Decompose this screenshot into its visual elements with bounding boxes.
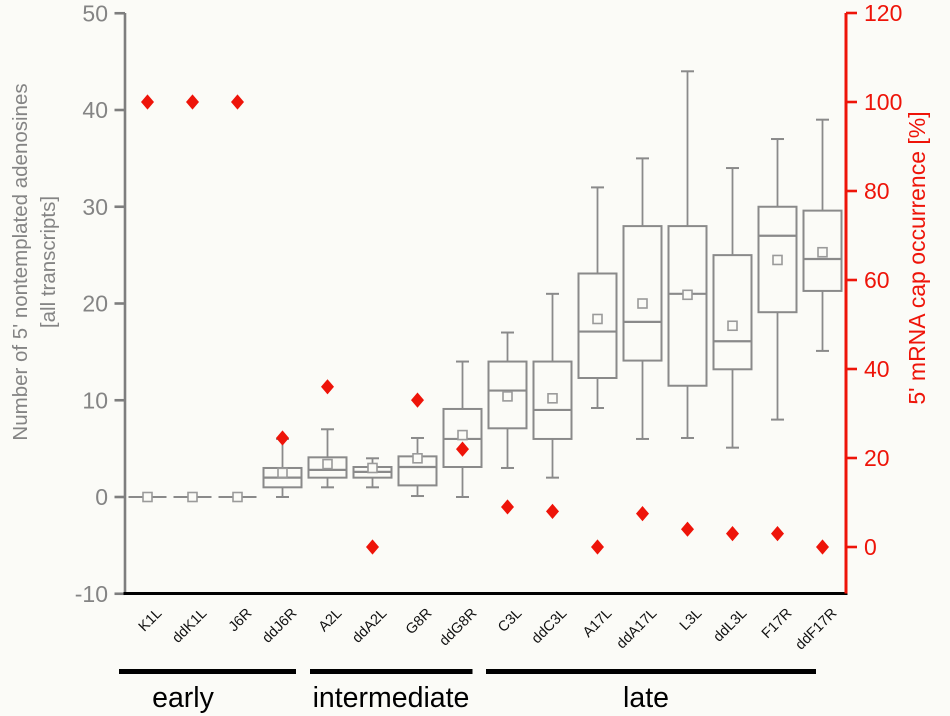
box-A2L <box>307 428 348 489</box>
group-label-early: early <box>152 682 215 714</box>
cap-marker-G8R <box>411 392 424 408</box>
right-tick-label: 40 <box>864 356 890 382</box>
right-tick-label: 120 <box>864 0 902 26</box>
left-tick-label: 10 <box>82 387 108 413</box>
left-tick-label: 40 <box>82 97 108 123</box>
box-ddK1L <box>173 491 212 503</box>
mean-marker <box>592 313 603 325</box>
box-K1L <box>128 491 167 503</box>
cap-marker-ddJ6R <box>276 430 289 446</box>
mean-marker <box>367 462 378 474</box>
box-L3L <box>667 70 708 439</box>
left-axis-title-line1: Number of 5' nontemplated adenosines <box>9 83 32 440</box>
left-axis-title-line2: [all transcripts] <box>37 196 60 328</box>
box-F17R <box>757 138 798 421</box>
box-ddL3L <box>712 167 753 449</box>
iqr-box <box>667 225 708 387</box>
left-tick-label: 20 <box>82 291 108 317</box>
mean-marker <box>502 391 513 402</box>
box-ddA17L <box>622 157 663 440</box>
mean-marker <box>142 491 153 503</box>
mean-marker <box>412 452 423 464</box>
box-A17L <box>577 186 618 409</box>
left-tick-label: 50 <box>82 0 108 26</box>
cap-marker-A17L <box>591 539 604 555</box>
box-ddG8R <box>442 360 483 498</box>
box-G8R <box>397 436 438 498</box>
iqr-box <box>622 225 663 362</box>
group-label-late: late <box>623 682 669 714</box>
mean-marker <box>187 491 198 503</box>
cap-marker-ddC3L <box>546 503 559 519</box>
cap-marker-ddF17R <box>816 539 829 555</box>
cap-marker-K1L <box>141 94 154 110</box>
right-tick-label: 60 <box>864 267 890 293</box>
cap-marker-ddK1L <box>186 94 199 110</box>
mean-marker <box>322 458 333 470</box>
cap-marker-ddL3L <box>726 526 739 542</box>
mean-marker <box>727 320 738 332</box>
mean-marker <box>277 467 288 479</box>
box-ddC3L <box>532 292 573 479</box>
left-tick-label: 30 <box>82 194 108 220</box>
box-J6R <box>218 491 257 503</box>
mean-marker <box>772 254 783 266</box>
group-label-intermediate: intermediate <box>313 682 470 714</box>
cap-marker-J6R <box>231 94 244 110</box>
cap-marker-C3L <box>501 499 514 515</box>
right-tick-label: 80 <box>864 178 890 204</box>
right-tick-label: 0 <box>864 534 877 560</box>
mean-marker <box>547 393 558 404</box>
box-ddJ6R <box>262 437 303 498</box>
mean-marker <box>232 491 243 503</box>
iqr-box <box>802 209 843 292</box>
left-tick-label: 0 <box>95 484 108 510</box>
axes <box>114 11 857 596</box>
iqr-box <box>577 272 618 379</box>
cap-marker-ddG8R <box>456 441 469 457</box>
mean-marker <box>682 289 693 301</box>
box-C3L <box>487 331 528 469</box>
box-ddF17R <box>802 118 843 352</box>
box-ddA2L <box>352 457 393 489</box>
iqr-box <box>712 254 753 371</box>
cap-marker-ddA17L <box>636 506 649 522</box>
cap-marker-L3L <box>681 521 694 537</box>
right-tick-label: 100 <box>864 89 902 115</box>
mean-marker <box>457 429 468 441</box>
cap-marker-ddA2L <box>366 539 379 555</box>
mean-marker <box>637 298 648 309</box>
mean-marker <box>817 246 828 258</box>
cap-marker-F17R <box>771 526 784 542</box>
right-axis-title: 5' mRNA cap occurrence [%] <box>904 111 930 404</box>
left-tick-label: -10 <box>75 581 108 607</box>
cap-marker-A2L <box>321 379 334 395</box>
right-tick-label: 20 <box>864 445 890 471</box>
